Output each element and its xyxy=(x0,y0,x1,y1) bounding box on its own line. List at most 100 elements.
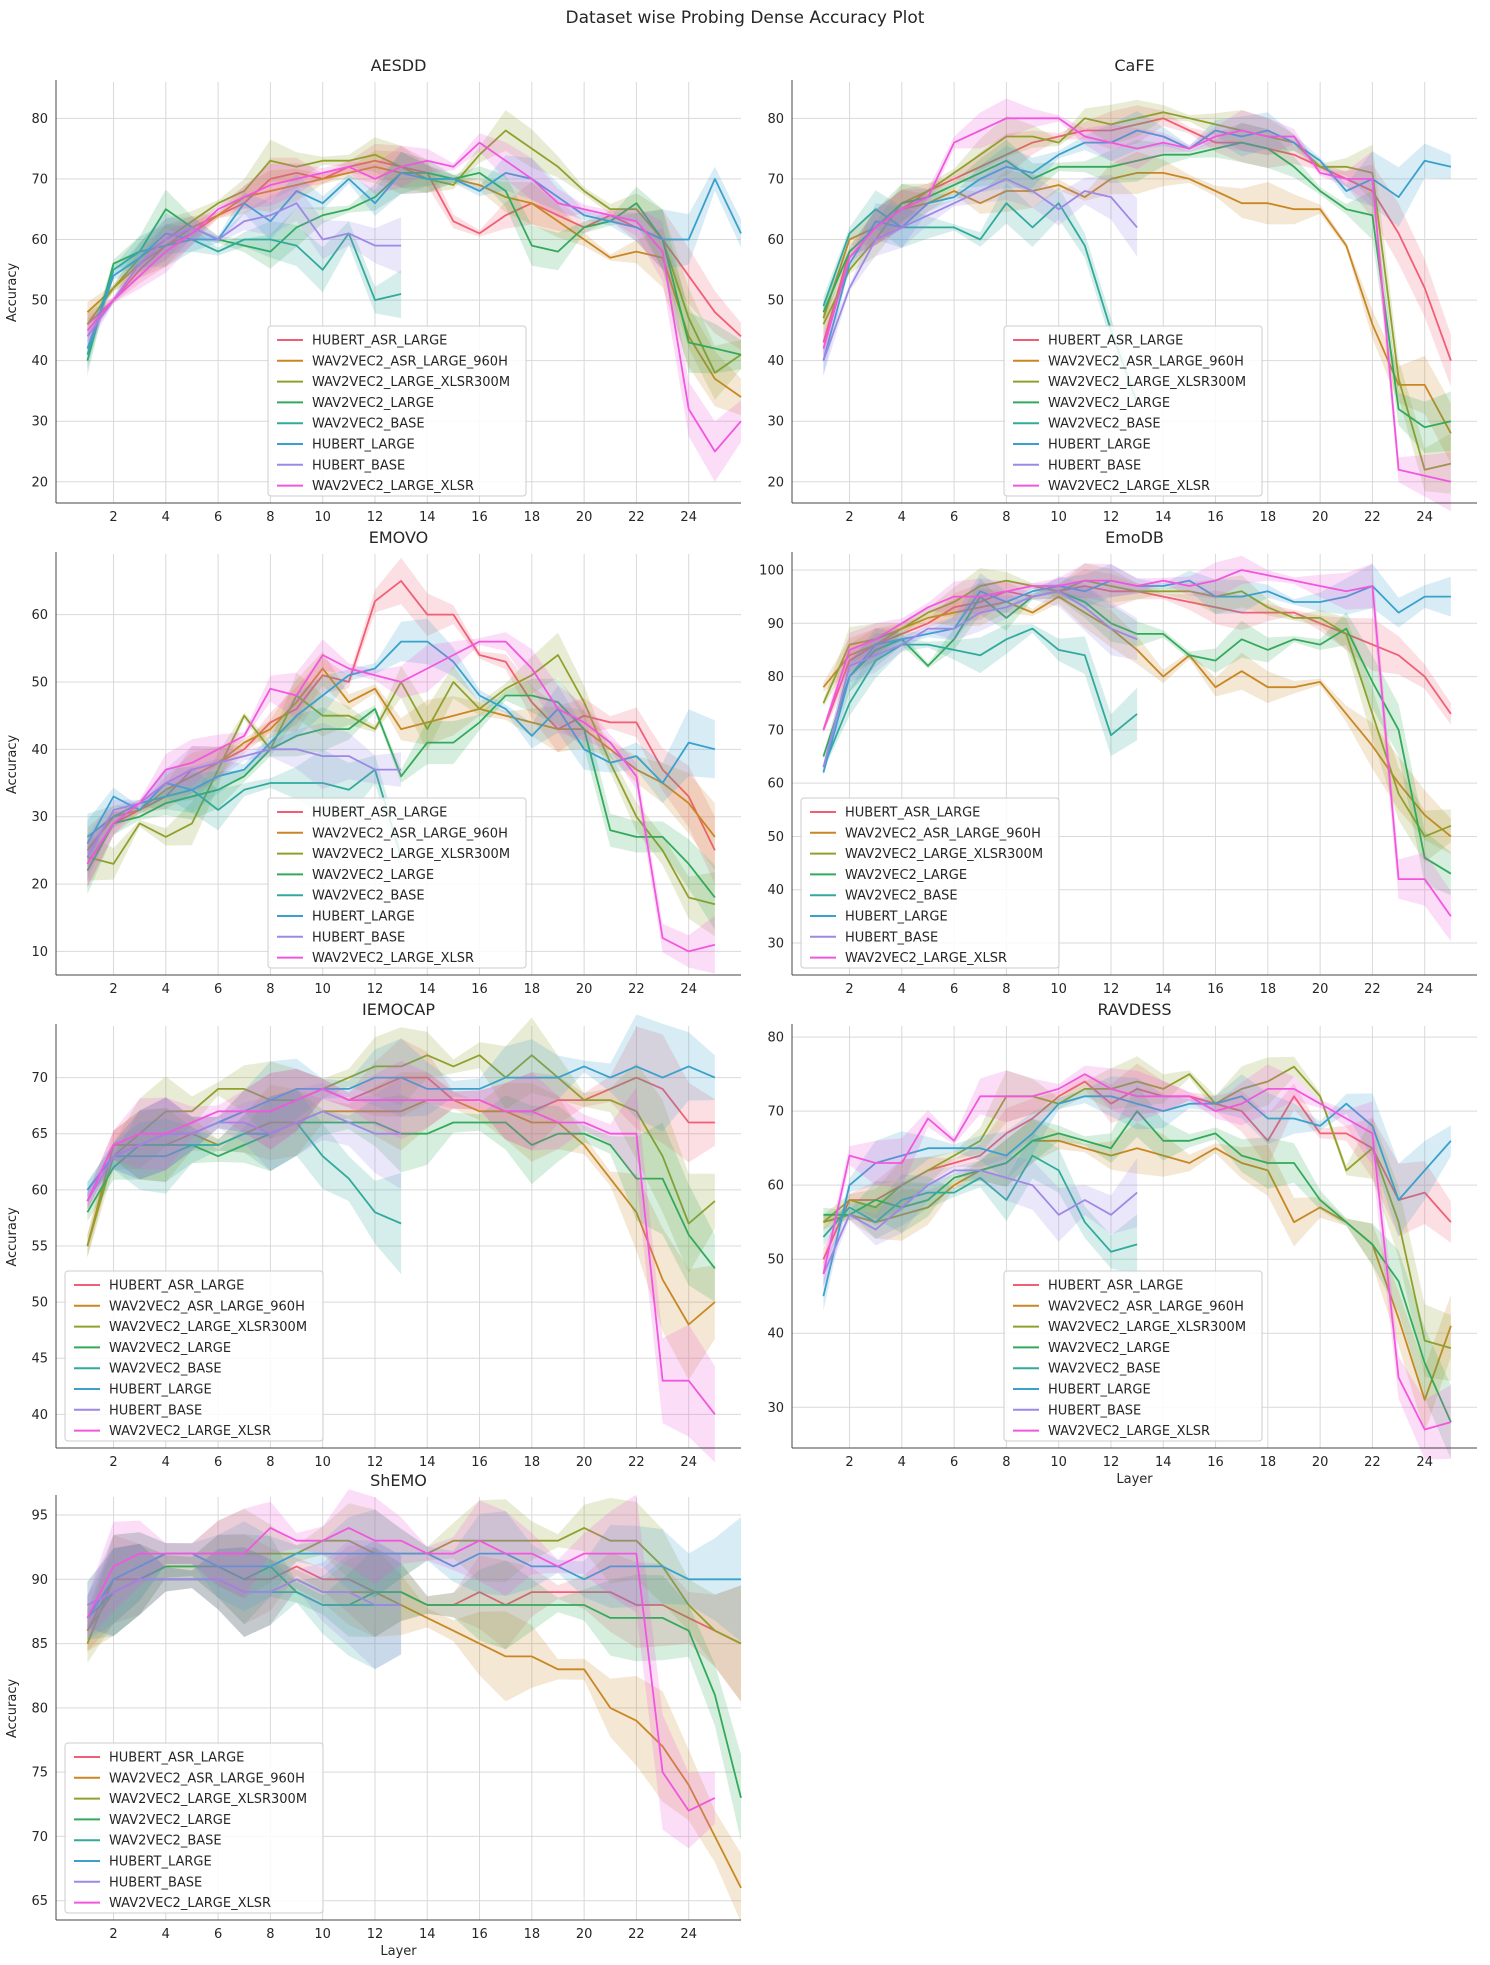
x-tick-label: 24 xyxy=(1416,1455,1433,1470)
x-tick-label: 20 xyxy=(1312,510,1329,525)
legend-item: WAV2VEC2_ASR_LARGE_960H xyxy=(74,1771,305,1786)
subplot-emovo: 2 4 6 8 10 12 14 16 18 20 22 24102030405060EMOVOAcc… xyxy=(5,528,741,997)
x-tick-label: 20 xyxy=(1312,1455,1329,1470)
y-tick-label: 40 xyxy=(767,883,784,898)
legend-item: HUBERT_ASR_LARGE xyxy=(1013,1279,1183,1294)
y-tick-label: 20 xyxy=(767,475,784,490)
x-tick-label: 4 xyxy=(162,510,170,525)
y-tick-label: 65 xyxy=(31,1127,48,1142)
x-tick-label: 16 xyxy=(471,510,488,525)
subplot-title: EmoDB xyxy=(1105,528,1164,547)
legend-label: WAV2VEC2_BASE xyxy=(845,889,958,904)
series-line xyxy=(822,1065,1452,1349)
x-tick-label: 8 xyxy=(266,510,274,525)
x-tick-label: 18 xyxy=(1260,982,1277,997)
figure-title: Dataset wise Probing Dense Accuracy Plot xyxy=(565,8,925,28)
x-tick-label: 6 xyxy=(950,982,958,997)
series-wav2vec2_base xyxy=(822,624,1138,771)
x-tick-label: 10 xyxy=(1050,982,1067,997)
x-tick-label: 14 xyxy=(1155,1455,1172,1470)
confidence-band xyxy=(823,588,1451,854)
legend-label: WAV2VEC2_LARGE xyxy=(109,1341,231,1356)
subplot-title: EMOVO xyxy=(369,528,428,547)
series-line xyxy=(822,1154,1138,1253)
x-tick-label: 4 xyxy=(162,1455,170,1470)
confidence-band xyxy=(823,1074,1451,1311)
x-tick-label: 22 xyxy=(1364,982,1381,997)
series-wav2vec2_asr_large_960h xyxy=(86,651,716,874)
confidence-band xyxy=(87,151,741,363)
legend-label: WAV2VEC2_LARGE_XLSR xyxy=(312,479,474,494)
x-tick-label: 22 xyxy=(1364,510,1381,525)
legend-label: HUBERT_LARGE xyxy=(109,1383,212,1398)
y-tick-label: 30 xyxy=(31,415,48,430)
legend-item: WAV2VEC2_LARGE_XLSR300M xyxy=(277,375,510,390)
legend-item: HUBERT_ASR_LARGE xyxy=(74,1751,244,1766)
y-tick-label: 60 xyxy=(31,1183,48,1198)
legend-label: WAV2VEC2_LARGE_XLSR xyxy=(109,1424,271,1439)
series-line xyxy=(86,1552,741,1619)
legend-label: WAV2VEC2_LARGE_XLSR xyxy=(1048,479,1210,494)
y-tick-label: 60 xyxy=(767,777,784,792)
confidence-band xyxy=(87,1543,741,1923)
subplot-title: CaFE xyxy=(1114,56,1154,75)
x-tick-label: 8 xyxy=(1002,982,1010,997)
legend-item: WAV2VEC2_BASE xyxy=(74,1834,222,1849)
confidence-band xyxy=(823,111,1451,376)
y-tick-label: 50 xyxy=(767,830,784,845)
legend-label: WAV2VEC2_LARGE xyxy=(312,868,434,883)
legend-label: HUBERT_BASE xyxy=(312,458,405,473)
legend-label: HUBERT_ASR_LARGE xyxy=(1048,334,1183,349)
subplot-emodb: 2 4 6 8 10 12 14 16 18 20 22 2430405060708090100Emo… xyxy=(759,528,1477,997)
y-tick-label: 70 xyxy=(767,723,784,738)
confidence-band xyxy=(823,1063,1451,1271)
x-tick-label: 12 xyxy=(1103,982,1120,997)
confidence-band xyxy=(823,1132,1138,1275)
y-axis-label: Accuracy xyxy=(5,263,20,323)
confidence-band xyxy=(87,221,402,370)
legend-item: WAV2VEC2_LARGE xyxy=(277,868,434,883)
legend-label: WAV2VEC2_LARGE xyxy=(1048,396,1170,411)
x-tick-label: 8 xyxy=(266,1927,274,1942)
legend-label: WAV2VEC2_LARGE xyxy=(1048,1341,1170,1356)
y-tick-label: 80 xyxy=(767,1031,784,1046)
x-tick-label: 18 xyxy=(524,982,541,997)
confidence-band xyxy=(87,651,715,874)
subplot-cafe: 2 4 6 8 10 12 14 16 18 20 22 2420304050607080CaFEHU… xyxy=(767,56,1477,525)
y-tick-label: 50 xyxy=(31,294,48,309)
legend-label: WAV2VEC2_BASE xyxy=(109,1362,222,1377)
legend-item: WAV2VEC2_LARGE_XLSR300M xyxy=(810,847,1043,862)
series-line xyxy=(822,595,1452,838)
confidence-band xyxy=(823,563,1451,776)
legend-box xyxy=(267,797,527,969)
y-tick-label: 80 xyxy=(31,1701,48,1716)
legend-label: HUBERT_BASE xyxy=(109,1875,202,1890)
series-wav2vec2_large_xlsr xyxy=(822,1064,1452,1460)
y-tick-label: 70 xyxy=(767,172,784,187)
series-line xyxy=(86,1121,402,1225)
legend-label: HUBERT_BASE xyxy=(845,930,938,945)
confidence-band xyxy=(823,576,1138,771)
legend-item: WAV2VEC2_ASR_LARGE_960H xyxy=(1013,1299,1244,1314)
x-tick-label: 2 xyxy=(109,982,117,997)
legend-item: WAV2VEC2_LARGE_XLSR300M xyxy=(277,847,510,862)
series-line xyxy=(86,141,742,453)
x-tick-label: 16 xyxy=(471,1455,488,1470)
series-line xyxy=(87,1565,742,1799)
series-line xyxy=(823,1110,1452,1423)
y-tick-label: 45 xyxy=(31,1352,48,1367)
confidence-band xyxy=(87,1089,715,1302)
legend: HUBERT_ASR_LARGE WAV2VEC2_ASR_LARGE_960H W… xyxy=(800,797,1060,969)
legend-item: HUBERT_LARGE xyxy=(74,1383,212,1398)
legend-label: HUBERT_ASR_LARGE xyxy=(1048,1279,1183,1294)
legend-item: HUBERT_LARGE xyxy=(277,910,415,925)
legend-label: HUBERT_LARGE xyxy=(312,910,415,925)
series-wav2vec2_asr_large_960h xyxy=(822,588,1452,854)
x-tick-label: 20 xyxy=(576,1455,593,1470)
confidence-band xyxy=(823,578,1451,896)
x-tick-label: 4 xyxy=(162,982,170,997)
legend-label: WAV2VEC2_BASE xyxy=(109,1834,222,1849)
legend-item: WAV2VEC2_LARGE xyxy=(74,1813,231,1828)
series-line xyxy=(822,117,1452,483)
